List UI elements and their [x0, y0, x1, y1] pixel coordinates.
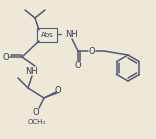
Text: O: O	[33, 107, 39, 116]
Text: NH: NH	[66, 29, 78, 39]
Text: O: O	[75, 60, 81, 70]
Text: O: O	[3, 53, 9, 61]
FancyBboxPatch shape	[37, 28, 56, 42]
Text: OCH₃: OCH₃	[28, 119, 46, 125]
Text: NH: NH	[26, 66, 38, 75]
Text: O: O	[89, 47, 95, 55]
Text: Abs: Abs	[41, 32, 53, 38]
Text: O: O	[55, 85, 61, 95]
